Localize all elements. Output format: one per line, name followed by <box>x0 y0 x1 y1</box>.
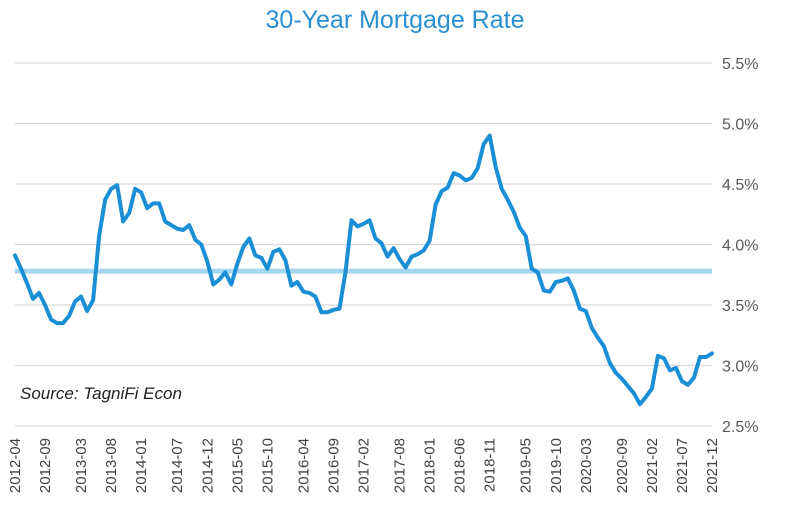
x-tick-label: 2020-09 <box>614 438 631 493</box>
x-tick-label: 2016-09 <box>325 438 342 493</box>
x-tick-label: 2014-01 <box>133 438 150 493</box>
x-tick-label: 2021-02 <box>644 438 661 493</box>
line-series <box>13 133 714 407</box>
x-tick-label: 2019-05 <box>518 438 535 493</box>
y-tick-label: 4.5% <box>722 177 758 194</box>
x-tick-label: 2020-03 <box>578 438 595 493</box>
x-tick-label: 2016-04 <box>295 438 312 493</box>
x-tick-label: 2013-08 <box>103 438 120 493</box>
x-tick-label: 2015-10 <box>259 438 276 493</box>
chart-title: 30-Year Mortgage Rate <box>266 6 525 34</box>
x-tick-label: 2012-09 <box>37 438 54 493</box>
x-tick-label: 2015-05 <box>229 438 246 493</box>
y-tick-label: 3.5% <box>722 298 758 315</box>
x-tick-label: 2018-01 <box>422 438 439 493</box>
x-tick-label: 2014-07 <box>169 438 186 493</box>
x-tick-label: 2021-12 <box>704 438 721 493</box>
x-tick-label: 2013-03 <box>73 438 90 493</box>
y-tick-label: 2.5% <box>722 419 758 436</box>
x-tick-label: 2018-06 <box>452 438 469 493</box>
y-tick-label: 4.0% <box>722 238 758 255</box>
x-tick-label: 2017-08 <box>392 438 409 493</box>
x-tick-label: 2019-10 <box>548 438 565 493</box>
x-tick-label: 2018-11 <box>482 438 499 492</box>
y-tick-label: 3.0% <box>722 359 758 376</box>
x-tick-label: 2017-02 <box>356 438 373 493</box>
x-tick-label: 2012-04 <box>7 438 24 493</box>
x-tick-label: 2014-12 <box>199 438 216 493</box>
y-tick-label: 5.0% <box>722 117 758 134</box>
x-tick-label: 2021-07 <box>674 438 691 493</box>
annotation: Source: TagniFi Econ <box>20 384 182 403</box>
y-tick-label: 5.5% <box>722 56 758 73</box>
